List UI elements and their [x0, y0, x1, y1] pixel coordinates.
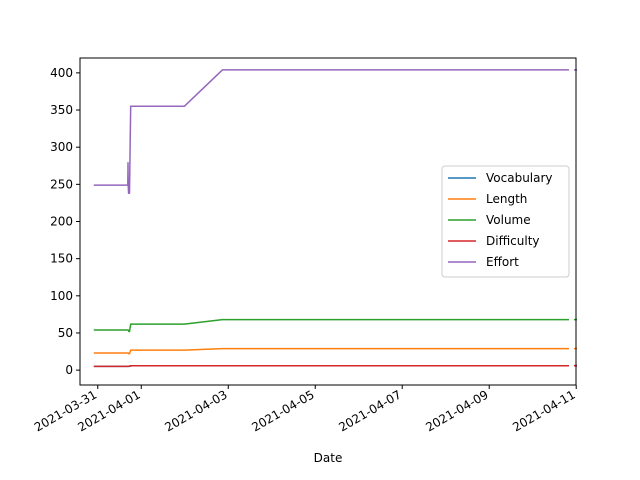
legend-label-length: Length	[486, 192, 527, 206]
y-tick-label: 150	[50, 252, 73, 266]
plot-area	[93, 69, 577, 368]
y-tick-label: 100	[50, 289, 73, 303]
y-axis: 0 50 100 150 200 250 300 350 400	[50, 66, 80, 377]
y-tick-label: 50	[58, 326, 73, 340]
legend-label-volume: Volume	[486, 213, 531, 227]
legend: Vocabulary Length Volume Difficulty Effort	[441, 165, 570, 278]
series-line-length	[93, 347, 569, 355]
series-line-volume	[93, 318, 569, 333]
y-tick-label: 200	[50, 215, 73, 229]
y-tick-label: 0	[65, 363, 73, 377]
y-tick-label: 300	[50, 140, 73, 154]
y-tick-label: 250	[50, 177, 73, 191]
y-tick-label: 350	[50, 103, 73, 117]
legend-label-vocabulary: Vocabulary	[486, 171, 553, 185]
series-line-effort	[93, 69, 569, 195]
legend-label-difficulty: Difficulty	[486, 234, 540, 248]
y-tick-label: 400	[50, 66, 73, 80]
legend-box	[441, 165, 570, 278]
x-axis-title: Date	[314, 451, 343, 465]
series-line-difficulty	[93, 364, 569, 368]
legend-label-effort: Effort	[486, 255, 519, 269]
